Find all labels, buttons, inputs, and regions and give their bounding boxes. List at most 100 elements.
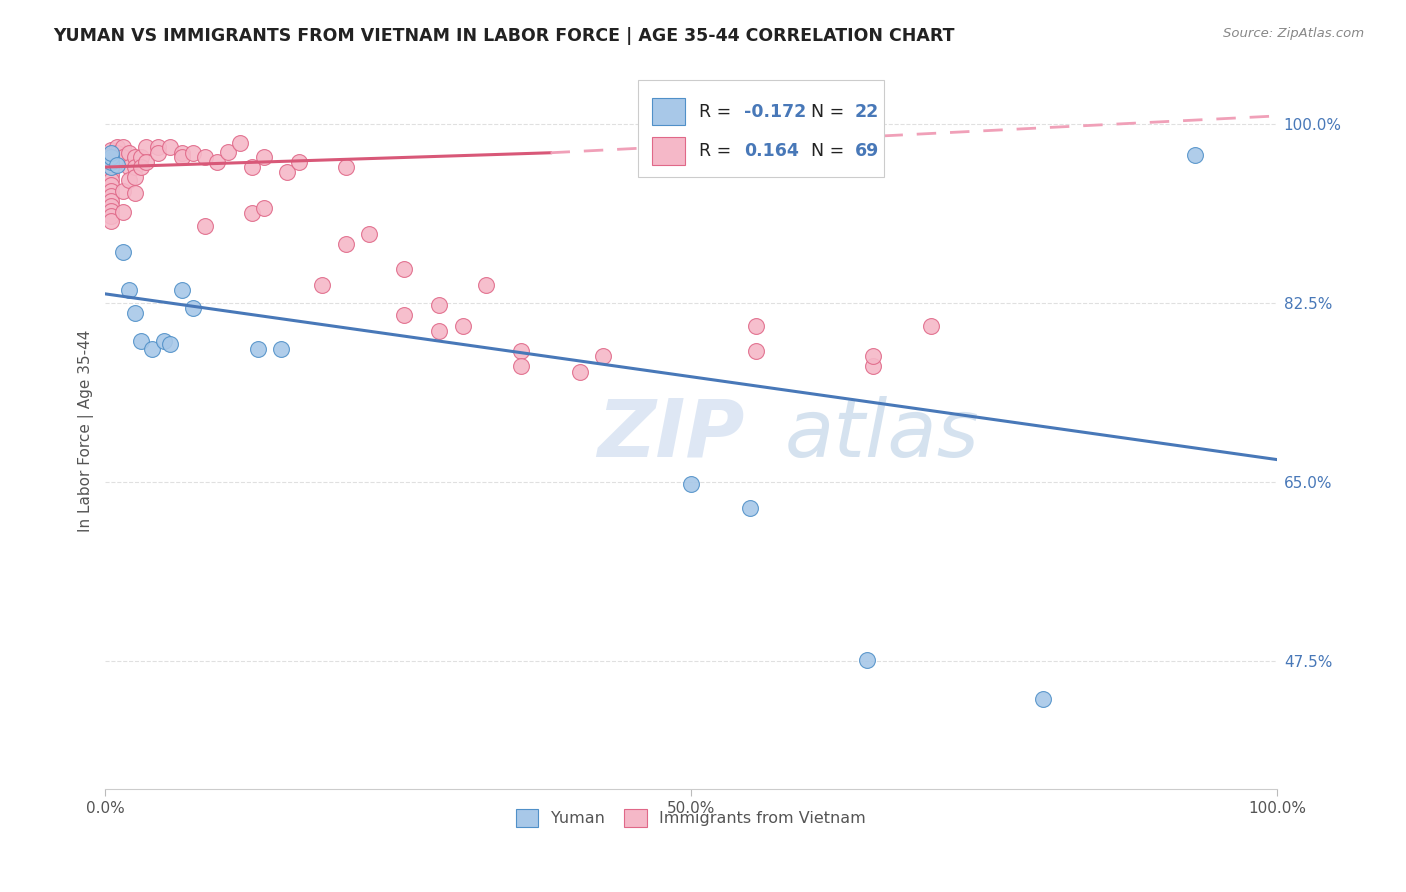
Point [105,139,128,153]
Point [118,145,141,160]
Point [100,184,122,198]
Point [100,163,122,178]
Point [159,139,181,153]
Point [100,148,122,162]
Text: YUMAN VS IMMIGRANTS FROM VIETNAM IN LABOR FORCE | AGE 35-44 CORRELATION CHART: YUMAN VS IMMIGRANTS FROM VIETNAM IN LABO… [53,27,955,45]
Point [100,153,122,167]
Point [1032,691,1054,706]
Point [118,160,141,174]
Point [105,145,128,160]
Point [217,145,239,159]
Point [100,209,122,223]
Point [124,170,146,185]
Point [124,160,146,174]
Text: -0.172: -0.172 [744,103,806,120]
Point [170,150,193,164]
Point [118,173,141,187]
Point [681,477,703,491]
Point [744,344,766,359]
Text: 69: 69 [855,142,879,160]
Legend: Yuman, Immigrants from Vietnam: Yuman, Immigrants from Vietnam [508,801,875,835]
Point [392,262,415,277]
Point [111,205,134,219]
Point [100,143,122,157]
Point [510,344,533,359]
Point [129,334,152,348]
Point [451,318,474,333]
Point [159,337,181,351]
Point [920,318,942,333]
Point [105,150,128,164]
Text: R =: R = [699,142,742,160]
Point [475,277,498,292]
Point [135,155,157,169]
Bar [652,137,685,165]
Text: Source: ZipAtlas.com: Source: ZipAtlas.com [1223,27,1364,40]
Point [100,214,122,228]
Point [335,160,357,174]
Point [100,188,122,202]
Point [170,283,193,297]
Point [357,227,380,241]
Point [118,283,141,297]
Point [100,145,122,160]
Point [427,298,450,312]
Point [1184,148,1206,162]
Point [111,150,134,164]
Point [100,204,122,219]
Point [252,201,274,215]
Point [738,500,761,515]
Point [111,244,134,259]
Point [181,301,204,316]
Point [510,359,533,374]
Point [427,324,450,338]
Point [100,150,122,164]
Point [124,306,146,320]
Point [862,349,884,363]
Point [100,160,122,174]
Point [862,359,884,374]
Point [240,206,263,220]
Point [129,160,152,174]
Point [229,136,252,150]
Point [135,139,157,153]
Point [124,186,146,200]
Point [100,194,122,208]
Text: 22: 22 [855,103,879,120]
Point [124,150,146,164]
Point [100,168,122,182]
Point [392,309,415,323]
Text: N =: N = [811,142,849,160]
Text: atlas: atlas [785,395,980,474]
Text: ZIP: ZIP [598,395,745,474]
Point [111,139,134,153]
Point [335,236,357,251]
Text: R =: R = [699,103,737,120]
Point [181,145,204,160]
Point [153,334,176,348]
Point [287,155,309,169]
Point [205,155,228,169]
Point [105,158,128,172]
Point [568,365,591,379]
Point [100,155,122,169]
Text: 0.164: 0.164 [744,142,799,160]
Point [744,318,766,333]
Point [100,158,122,172]
Point [141,342,163,356]
Point [100,178,122,193]
Point [592,349,614,363]
FancyBboxPatch shape [638,80,884,177]
Point [129,150,152,164]
Point [276,165,298,179]
Point [100,173,122,187]
Point [311,277,333,292]
Point [240,160,263,174]
Point [105,155,128,169]
Point [100,199,122,213]
Point [146,139,169,153]
Point [194,150,217,164]
Y-axis label: In Labor Force | Age 35-44: In Labor Force | Age 35-44 [79,330,94,533]
Point [246,342,269,356]
Point [146,145,169,160]
